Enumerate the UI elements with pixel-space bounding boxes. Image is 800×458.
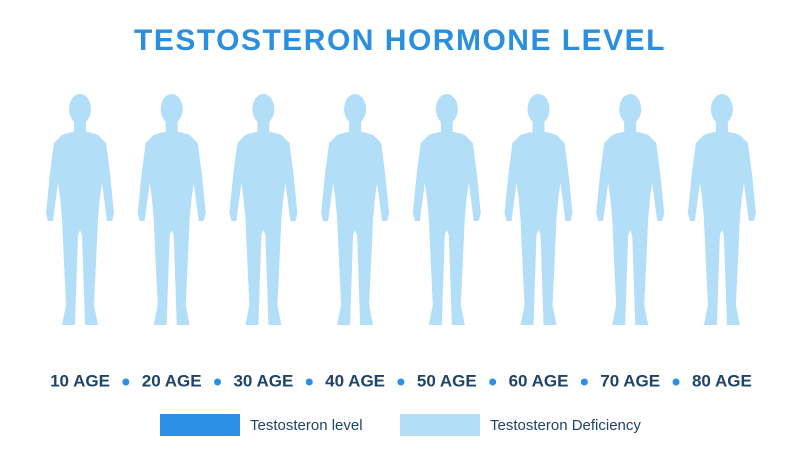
figure-silhouette bbox=[229, 94, 298, 325]
figure bbox=[504, 94, 573, 325]
figure-silhouette bbox=[596, 94, 665, 325]
separator-dot bbox=[214, 378, 222, 386]
separator-dot bbox=[397, 378, 405, 386]
legend: Testosteron level Testosteron Deficiency bbox=[160, 414, 641, 436]
figure bbox=[229, 94, 298, 325]
age-label: 10 AGE bbox=[50, 371, 110, 390]
figures bbox=[46, 94, 756, 325]
figure bbox=[687, 94, 756, 325]
level-fill bbox=[687, 304, 756, 325]
age-label: 50 AGE bbox=[417, 371, 477, 390]
figure-silhouette bbox=[504, 94, 573, 325]
age-labels: 10 AGE 20 AGE 30 AGE 40 AGE 50 AGE 60 AGE 70 A… bbox=[50, 371, 752, 390]
figure-silhouette bbox=[137, 94, 206, 325]
separator-dot bbox=[672, 378, 680, 386]
level-fill bbox=[596, 269, 665, 325]
age-label: 20 AGE bbox=[142, 371, 202, 390]
figure-silhouette bbox=[321, 94, 390, 325]
legend-swatch bbox=[160, 414, 240, 436]
figure-silhouette bbox=[687, 94, 756, 325]
level-fill bbox=[504, 227, 573, 325]
separator-dot bbox=[580, 378, 588, 386]
figure bbox=[46, 94, 114, 325]
level-fill bbox=[46, 260, 114, 325]
chart-title: TESTOSTERON HORMONE LEVEL bbox=[134, 24, 666, 57]
separator-dot bbox=[122, 378, 130, 386]
figure bbox=[412, 94, 481, 325]
figure-silhouette bbox=[46, 94, 114, 325]
age-label: 70 AGE bbox=[600, 371, 660, 390]
figure bbox=[321, 94, 390, 325]
legend-swatch bbox=[400, 414, 480, 436]
figure bbox=[137, 94, 206, 325]
age-label: 60 AGE bbox=[509, 371, 569, 390]
age-label: 80 AGE bbox=[692, 371, 752, 390]
age-label: 40 AGE bbox=[325, 371, 385, 390]
separator-dot bbox=[489, 378, 497, 386]
figure bbox=[596, 94, 665, 325]
age-label: 30 AGE bbox=[233, 371, 293, 390]
figure-silhouette bbox=[412, 94, 481, 325]
separator-dot bbox=[305, 378, 313, 386]
legend-label: Testosteron level bbox=[250, 417, 363, 434]
legend-label: Testosteron Deficiency bbox=[490, 417, 641, 434]
